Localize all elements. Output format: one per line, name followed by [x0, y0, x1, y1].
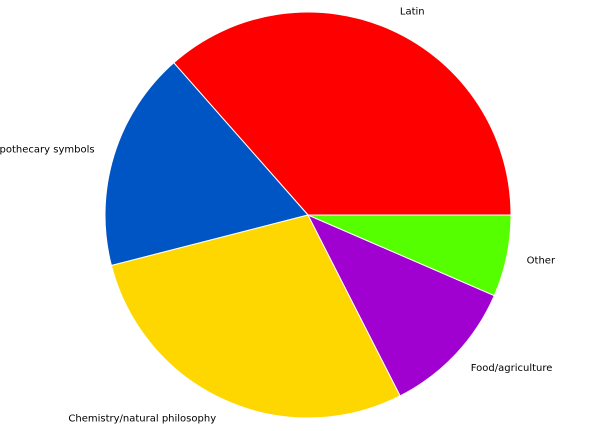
pie-slice-apothecary-symbols — [104, 62, 309, 267]
pie-slice-other — [307, 214, 512, 297]
pie-label-apothecary-symbols: Apothecary symbols — [0, 144, 95, 155]
pie-slices — [104, 11, 512, 419]
pie-slice-chemistry-natural-philosophy — [110, 214, 401, 419]
pie-label-other: Other — [527, 255, 556, 266]
pie-label-food-agriculture: Food/agriculture — [471, 363, 553, 374]
pie-slice-latin — [173, 11, 512, 216]
pie-label-chemistry-natural-philosophy: Chemistry/natural philosophy — [68, 414, 216, 425]
pie-slice-food-agriculture — [306, 213, 495, 397]
pie-label-latin: Latin — [400, 6, 425, 17]
pie-labels: Latin Apothecary symbols Chemistry/natural… — [0, 6, 556, 424]
